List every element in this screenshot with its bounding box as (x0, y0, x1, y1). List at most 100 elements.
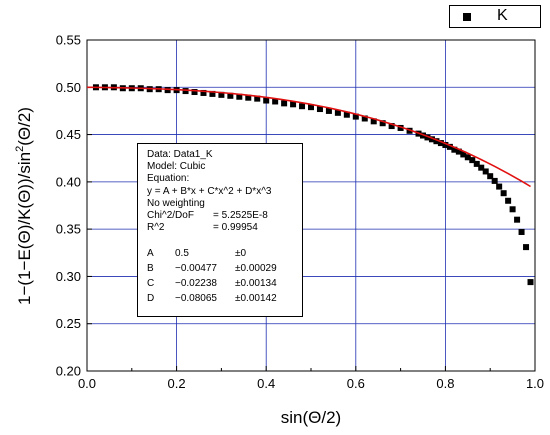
data-point (236, 93, 243, 100)
param-error: ±0.00142 (235, 293, 277, 305)
param-value: −0.08065 (175, 293, 217, 305)
y-tick-label: 0.35 (56, 222, 81, 237)
data-point (290, 101, 297, 108)
fit-line-data: Data: Data1_K (147, 149, 213, 160)
y-tick-label: 0.25 (56, 316, 81, 331)
r2-value: = 0.99954 (213, 222, 258, 234)
y-axis-title-sup: 2 (14, 146, 26, 152)
data-point (446, 143, 453, 150)
data-point (500, 190, 507, 197)
data-point (442, 141, 449, 148)
param-value: 0.5 (175, 248, 189, 260)
data-point (388, 123, 395, 130)
fit-results-box: Data: Data1_K Model: Cubic Equation: y =… (137, 143, 303, 317)
x-tick-label: 0.0 (78, 376, 96, 391)
data-point (428, 136, 435, 143)
fit-line-weighting: No weighting (147, 197, 205, 209)
x-tick-label: 0.8 (436, 376, 454, 391)
param-value: −0.00477 (175, 263, 217, 275)
data-point (451, 146, 458, 153)
x-axis: 0.0 0.2 0.4 0.6 0.8 1.0 (78, 366, 544, 391)
data-point (191, 89, 198, 96)
fit-line-equation: y = A + B*x + C*x^2 + D*x^3 (147, 185, 272, 197)
chi-value: = 5.2525E-8 (213, 209, 268, 221)
param-error: ±0.00134 (235, 278, 277, 290)
data-point (433, 138, 440, 145)
data-point (308, 104, 314, 111)
y-tick-label: 0.30 (56, 269, 81, 284)
param-row-d: D −0.08065 ±0.00142 (147, 291, 302, 306)
data-point (316, 106, 323, 113)
data-point (182, 88, 189, 95)
y-axis-title-main: 1−(1−E(Θ)/K(Θ))/sin (15, 152, 34, 305)
data-point (227, 92, 234, 99)
data-point (455, 148, 462, 155)
legend-label-k: K (497, 7, 508, 24)
param-error: ±0.00029 (235, 263, 277, 275)
data-point (361, 115, 368, 122)
data-point (379, 120, 386, 127)
x-tick-label: 0.6 (347, 376, 365, 391)
data-point (478, 164, 485, 171)
fit-line-model: Model: Cubic (147, 161, 206, 173)
y-tick-label: 0.20 (56, 364, 81, 379)
data-point (469, 157, 476, 164)
y-tick-label: 0.50 (56, 80, 81, 95)
data-point (527, 279, 534, 286)
svg-text:1−(1−E(Θ)/K(Θ))/sin2(Θ/2): 1−(1−E(Θ)/K(Θ))/sin2(Θ/2) (14, 107, 34, 305)
x-tick-label: 0.4 (257, 376, 275, 391)
data-point (164, 87, 171, 94)
param-name: B (147, 263, 154, 275)
param-name: D (147, 293, 155, 305)
x-axis-title: sin(Θ/2) (281, 408, 341, 427)
data-point (518, 228, 525, 235)
data-point (200, 89, 207, 96)
data-point (352, 113, 359, 120)
data-point (424, 134, 431, 141)
data-point (325, 107, 332, 114)
param-name: C (147, 278, 155, 290)
data-point (514, 216, 521, 223)
data-point (473, 160, 480, 167)
fit-r2-row: R^2 = 0.99954 (147, 222, 302, 234)
data-point (299, 103, 306, 110)
legend-marker-square-icon (463, 13, 471, 21)
y-axis: 0.20 0.25 0.30 0.35 0.40 0.45 0.50 0.55 (56, 33, 92, 379)
param-row-b: B −0.00477 ±0.00029 (147, 261, 302, 276)
r2-label: R^2 (147, 222, 165, 234)
data-point (491, 177, 498, 184)
data-point (460, 151, 467, 158)
data-point (505, 197, 512, 204)
fit-curve (86, 86, 531, 188)
fit-chi-row: Chi^2/DoF = 5.2525E-8 (147, 210, 302, 222)
legend: K (449, 5, 541, 28)
x-tick-label: 0.2 (168, 376, 186, 391)
param-name: A (147, 248, 154, 260)
data-point (370, 118, 377, 125)
data-point (245, 94, 252, 101)
data-point (281, 100, 288, 107)
data-point (263, 97, 270, 104)
data-point (272, 98, 279, 105)
data-point (218, 91, 225, 98)
param-value: −0.02238 (175, 278, 217, 290)
data-point (397, 124, 404, 131)
data-point (254, 95, 261, 102)
data-point (496, 183, 503, 190)
chi-label: Chi^2/DoF (147, 209, 194, 221)
y-tick-label: 0.40 (56, 174, 81, 189)
data-point (482, 168, 489, 175)
data-point (523, 244, 530, 251)
x-tick-label: 1.0 (526, 376, 544, 391)
data-point (464, 154, 471, 161)
y-tick-label: 0.45 (56, 127, 81, 142)
data-point (334, 109, 341, 116)
y-tick-label: 0.55 (56, 33, 81, 48)
data-point (437, 140, 444, 147)
param-row-a: A 0.5 ±0 (147, 246, 302, 261)
data-point (509, 206, 516, 213)
data-point (487, 173, 494, 180)
param-row-c: C −0.02238 ±0.00134 (147, 276, 302, 291)
data-point (209, 90, 216, 97)
fit-line-equation-label: Equation: (147, 173, 190, 185)
